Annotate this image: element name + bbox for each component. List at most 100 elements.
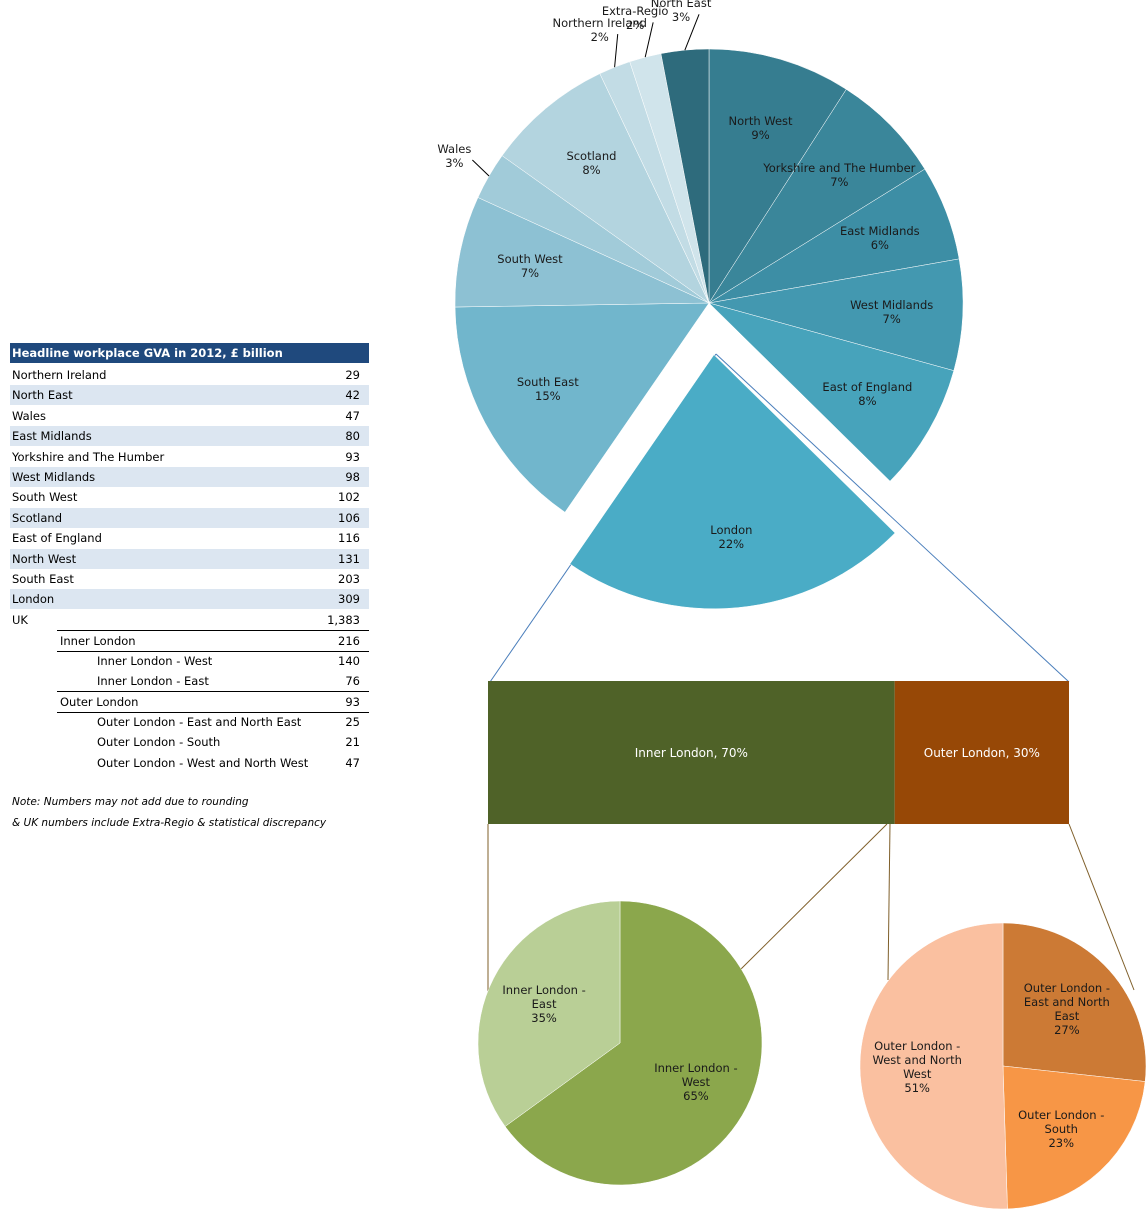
pie-slice xyxy=(660,48,710,304)
row-value: 140 xyxy=(338,653,360,668)
table-row: North East 42 xyxy=(10,385,369,406)
row-value: 47 xyxy=(345,755,360,770)
note: & UK numbers include Extra-Regio & stati… xyxy=(12,817,327,829)
table-row: South West 102 xyxy=(10,487,369,507)
row-label: East Midlands xyxy=(12,429,92,444)
slice-label: Yorkshire and The Humber 7% xyxy=(763,161,915,189)
row-label: Outer London - East and North East xyxy=(97,714,302,729)
row-label: South West xyxy=(12,490,78,505)
bar-label: Outer London, 30% xyxy=(923,745,1040,760)
slice-value: 7% xyxy=(882,311,901,326)
table-row: Outer London - West and North West 47 xyxy=(10,753,369,773)
slice-value: 27% xyxy=(1054,1022,1080,1037)
row-value: 42 xyxy=(345,388,360,403)
slice-value: 15% xyxy=(535,389,561,404)
slice-value: 6% xyxy=(870,237,889,252)
slice-value: 65% xyxy=(683,1088,709,1103)
row-value: 203 xyxy=(338,572,360,586)
slice-name: South West xyxy=(497,251,563,266)
table-row: Outer London - South 21 xyxy=(10,732,369,752)
leader-line xyxy=(472,159,490,177)
leader-line xyxy=(684,14,700,51)
slice-value: 2% xyxy=(626,18,645,33)
row-label: UK xyxy=(12,612,28,627)
row-label: North West xyxy=(12,551,77,566)
slice-label: East of England 8% xyxy=(822,380,912,408)
table-row: Inner London - West 140 xyxy=(10,651,369,671)
slice-label: North West 9% xyxy=(728,114,792,142)
slice-name: Northern Ireland xyxy=(552,16,647,31)
row-label: Wales xyxy=(12,408,46,423)
slice-name: Extra-Regio xyxy=(601,4,669,19)
pie-slice xyxy=(501,73,710,304)
row-label: Outer London xyxy=(60,695,139,710)
row-value: 29 xyxy=(345,368,360,382)
row-value: 116 xyxy=(338,531,360,546)
pie-slice xyxy=(504,900,763,1186)
slice-value: 23% xyxy=(1048,1135,1075,1150)
table-title: Headline workplace GVA in 2012, £ billio… xyxy=(10,343,369,363)
table-row: South East 203 xyxy=(10,569,369,589)
slice-name: East of England xyxy=(822,380,913,395)
slice-label: Extra-Regio 2% xyxy=(602,4,669,32)
slice-name: East Midlands xyxy=(839,223,920,238)
pie-slice xyxy=(708,88,926,304)
pie-slice xyxy=(454,302,710,513)
table-row: Outer London 93 xyxy=(57,691,369,714)
row-value: 93 xyxy=(345,695,360,710)
slice-label: Outer London - West and North West 51% xyxy=(870,1039,965,1095)
slice-name: Scotland xyxy=(566,148,617,163)
table-row: London 309 xyxy=(10,589,369,610)
slice-value: 7% xyxy=(830,174,849,189)
slice-value: 7% xyxy=(520,265,540,280)
table-row: East Midlands 80 xyxy=(10,426,369,447)
slice-name: Outer London - South xyxy=(1018,1107,1105,1136)
slice-label: Inner London - East 35% xyxy=(497,983,592,1025)
bar-label: Inner London, 70% xyxy=(634,745,748,760)
slice-label: Northern Ireland 2% xyxy=(552,16,646,44)
table-row: Outer London - East and North East 25 xyxy=(10,712,369,732)
pie-slice xyxy=(859,922,1008,1210)
row-label: Inner London xyxy=(60,634,136,649)
slice-label: South East 15% xyxy=(517,375,579,403)
table-row: Wales 47 xyxy=(10,406,369,426)
slice-value: 2% xyxy=(590,30,609,45)
slice-name: West Midlands xyxy=(850,297,934,312)
slice-value: 3% xyxy=(445,156,464,170)
row-value: 106 xyxy=(338,510,360,525)
row-label: Outer London - South xyxy=(97,735,221,750)
row-label: Outer London - West and North West xyxy=(97,755,309,770)
connector xyxy=(739,823,888,971)
connector xyxy=(1068,823,1135,991)
slice-value: 35% xyxy=(531,1011,557,1026)
pie-slice xyxy=(708,48,847,304)
table-row: UK 1,383 xyxy=(10,610,369,630)
pie-slice xyxy=(708,302,955,482)
row-label: Yorkshire and The Humber xyxy=(12,449,165,464)
slice-label: South West 7% xyxy=(497,252,562,280)
slice-value: 3% xyxy=(671,10,691,25)
connector xyxy=(887,823,891,981)
table: Headline workplace GVA in 2012, £ billio… xyxy=(0,0,380,850)
slice-name: Inner London - West xyxy=(654,1060,738,1089)
table-row: West Midlands 98 xyxy=(10,467,369,487)
row-value: 47 xyxy=(345,408,360,423)
leader-line xyxy=(644,22,654,58)
slice-label: Outer London - East and North East 27% xyxy=(1019,981,1114,1037)
slice-value: 8% xyxy=(858,394,877,409)
table-row: Inner London 216 xyxy=(57,630,369,653)
row-value: 309 xyxy=(338,592,360,607)
row-value: 98 xyxy=(345,470,360,484)
leader-line xyxy=(614,34,619,68)
row-value: 1,383 xyxy=(327,612,360,627)
row-value: 80 xyxy=(345,429,360,444)
pie-slice xyxy=(477,900,621,1127)
slice-label: Scotland 8% xyxy=(566,149,616,177)
row-label: East of England xyxy=(12,531,102,546)
row-label: Inner London - East xyxy=(97,674,209,688)
slice-name: North East xyxy=(650,0,712,11)
row-label: West Midlands xyxy=(12,470,96,484)
pie-slice xyxy=(1002,922,1146,1082)
connector xyxy=(715,353,1070,683)
